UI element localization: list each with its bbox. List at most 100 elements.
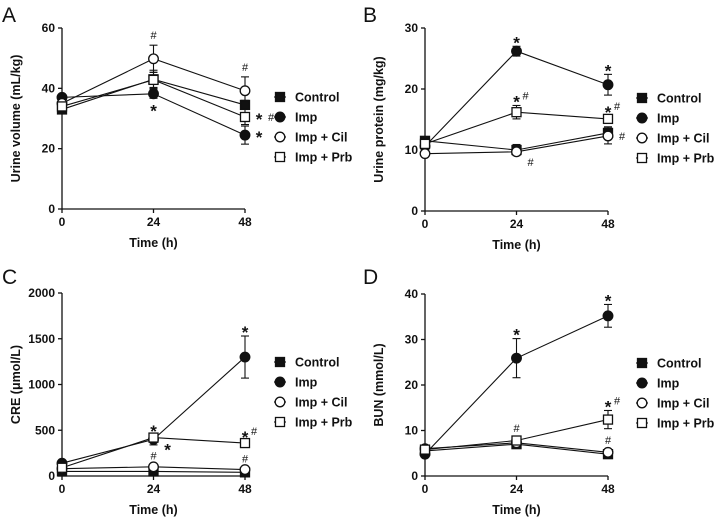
significance-hash: # [268, 112, 275, 124]
y-tick-label: 20 [405, 82, 419, 96]
data-point [419, 138, 431, 150]
x-tick-label: 24 [147, 215, 161, 229]
x-tick-label: 48 [601, 217, 615, 231]
significance-star: * [150, 101, 157, 120]
y-tick-label: 10 [405, 143, 419, 157]
legend-item: Imp + Cil [274, 131, 347, 145]
legend-label: Imp [295, 376, 318, 390]
legend-item: Imp + Prb [274, 416, 353, 430]
data-point [602, 79, 614, 91]
legend-label: Imp + Cil [295, 131, 347, 145]
legend-item: Control [274, 356, 339, 370]
significance-hash: # [605, 435, 612, 447]
legend-item: Control [274, 91, 339, 105]
data-point [602, 310, 614, 322]
y-axis-title: CRE (μmol/L) [9, 345, 23, 424]
legend-marker [274, 416, 286, 428]
series-imp [58, 335, 249, 466]
legend-label: Imp + Prb [657, 417, 715, 431]
data-point [511, 107, 522, 118]
x-axis-title: Time (h) [492, 238, 540, 252]
significance-hash: # [522, 90, 529, 102]
y-tick-label: 2000 [28, 286, 55, 300]
y-tick-label: 60 [42, 21, 56, 35]
legend-item: Imp [636, 377, 680, 391]
data-point [148, 74, 159, 86]
legend-marker [636, 112, 648, 124]
legend-marker [274, 356, 286, 368]
data-point [239, 99, 251, 111]
y-axis-title: BUN (mmol/L) [372, 343, 386, 426]
y-tick-label: 30 [405, 333, 419, 347]
y-tick-label: 20 [405, 378, 419, 392]
data-point [602, 414, 614, 425]
panel-b: B 0 10 20 30 0 24 48 Time (h) Urine protein (mg/k… [363, 4, 715, 252]
legend-marker [636, 357, 648, 369]
legend-item: Imp + Prb [636, 417, 715, 431]
data-point [419, 444, 431, 455]
data-point [511, 435, 522, 446]
data-point [56, 101, 68, 112]
significance-hash: # [251, 426, 258, 438]
significance-hash: # [619, 131, 626, 143]
data-point [239, 111, 251, 123]
significance-star: * [513, 92, 520, 111]
significance-star: * [605, 397, 612, 416]
data-point [511, 45, 522, 57]
significance-star: * [256, 128, 263, 147]
legend-item: Imp [274, 111, 318, 125]
data-point [148, 88, 159, 100]
legend-marker [636, 377, 648, 389]
y-tick-label: 30 [405, 21, 419, 35]
legend-marker [636, 417, 648, 429]
significance-star: * [513, 326, 520, 345]
significance-hash: # [150, 450, 157, 462]
panel-letter: A [2, 4, 16, 27]
data-point [602, 113, 614, 125]
significance-star: * [242, 323, 249, 342]
significance-star: * [164, 440, 171, 459]
data-point [511, 352, 522, 364]
x-axis-title: Time (h) [129, 503, 177, 517]
legend-marker [274, 376, 286, 388]
data-point [239, 351, 251, 363]
panel-letter: B [363, 4, 377, 27]
data-point [602, 130, 614, 142]
significance-hash: # [150, 30, 157, 42]
legend-label: Imp + Cil [657, 397, 709, 411]
panel-c: C 0 500 1000 1500 2000 0 24 48 Time (h) CRE (μmol/… [2, 266, 353, 517]
significance-star: * [256, 110, 263, 129]
legend-label: Imp + Cil [295, 396, 347, 410]
legend-item: Imp + Cil [636, 397, 709, 411]
y-tick-label: 0 [411, 204, 418, 218]
significance-star: * [242, 428, 249, 447]
y-tick-label: 0 [411, 469, 418, 483]
legend-item: Imp [274, 376, 318, 390]
y-tick-label: 1500 [28, 332, 55, 346]
significance-hash: # [513, 423, 520, 435]
data-point [148, 53, 159, 65]
significance-hash: # [242, 454, 249, 466]
legend-label: Control [657, 357, 701, 371]
x-tick-label: 48 [238, 482, 252, 496]
legend-marker [274, 131, 286, 143]
significance-hash: # [242, 62, 249, 74]
data-point [602, 446, 614, 458]
legend-item: Imp + Cil [636, 132, 709, 146]
legend-marker [636, 132, 648, 144]
legend-label: Imp + Prb [657, 152, 715, 166]
y-tick-label: 10 [405, 424, 419, 438]
legend-item: Imp + Cil [274, 396, 347, 410]
x-tick-label: 24 [147, 482, 161, 496]
y-axis-title: Urine volume (mL/kg) [9, 55, 23, 183]
x-tick-label: 0 [422, 217, 429, 231]
x-axis-title: Time (h) [492, 503, 540, 517]
legend-label: Imp [295, 111, 318, 125]
significance-star: * [605, 103, 612, 122]
x-axis-title: Time (h) [129, 236, 177, 250]
data-point [148, 461, 159, 473]
legend-marker [274, 91, 286, 103]
legend-label: Imp + Cil [657, 132, 709, 146]
